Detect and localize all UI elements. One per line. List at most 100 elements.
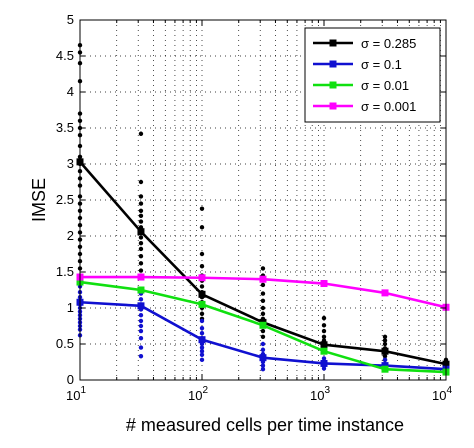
scatter-point [260,282,266,288]
x-axis-label: # measured cells per time instance [126,415,404,435]
scatter-point [199,284,205,289]
series-marker [320,280,328,288]
scatter-point [138,328,144,334]
legend-entry-label: σ = 0.01 [361,78,409,93]
scatter-point [321,334,327,339]
series-marker [137,286,145,294]
x-tick-labels: 101 102 103 104 [66,385,452,403]
series-marker [137,302,145,310]
y-tick-label: 0.5 [56,336,74,351]
series-marker [320,347,328,355]
y-tick-label: 1.5 [56,264,74,279]
y-tick-label: 3 [67,156,74,171]
scatter-point [138,194,144,199]
scatter-point [199,251,205,257]
scatter-point [199,318,205,324]
scatter-point [382,334,388,339]
series-lines [76,158,450,376]
legend-entry-label: σ = 0.1 [361,57,402,72]
y-tick-labels: 0 0.5 1 1.5 2 2.5 3 3.5 4 4.5 5 [56,12,74,387]
series-marker [381,365,389,373]
series-marker [137,273,145,281]
scatter-point [382,338,388,343]
series-marker [320,359,328,367]
series-marker [259,275,267,283]
scatter-point [260,305,266,311]
series-marker [198,274,206,282]
scatter-point [260,341,266,347]
legend-entry-label: σ = 0.285 [361,36,416,51]
scatter-point [260,328,266,334]
scatter-point [138,313,144,318]
scatter-point [138,179,144,185]
scatter-point [138,336,144,341]
y-tick-label: 3.5 [56,120,74,135]
scatter-point [382,341,388,347]
x-tick-label: 102 [188,385,208,403]
legend-swatch-marker [329,81,337,89]
series-marker [198,300,206,308]
y-tick-label: 2.5 [56,192,74,207]
scatter-point [138,253,144,259]
scatter-point [260,367,266,372]
scatter-point [260,311,266,316]
scatter-point [199,225,205,230]
scatter-point [321,328,327,334]
scatter-point [138,261,144,266]
scatter-point [138,131,144,136]
series-marker [259,354,267,362]
y-tick-label: 0 [67,372,74,387]
scatter-point [138,201,144,206]
scatter-point [199,331,205,336]
series-marker [198,290,206,298]
x-tick-label: 103 [310,385,330,403]
y-tick-label: 2 [67,228,74,243]
scatter-point [199,206,205,211]
scatter-point [138,246,144,252]
scatter-point [138,323,144,329]
y-tick-label: 5 [67,12,74,27]
axis-ticks [79,19,447,381]
scatter-point [199,311,205,316]
scatter-point [260,347,266,352]
scatter-point [260,334,266,339]
legend-swatch-marker [329,39,337,47]
scatter-point [321,356,327,361]
series-marker [137,228,145,236]
scatter-point [138,268,144,273]
legend-entry-label: σ = 0.001 [361,99,416,114]
scatter-point [321,366,327,371]
scatter-point [382,357,388,363]
scatter-point [138,318,144,324]
series-marker [381,362,389,370]
legend-swatch-marker [329,60,337,68]
scatter-point [382,354,388,359]
series-marker [198,336,206,344]
scatter-point [138,235,144,240]
y-tick-label: 1 [67,300,74,315]
series-marker [320,341,328,349]
y-axis-label: IMSE [29,178,49,222]
scatter-point [321,323,327,328]
scatter-point [260,298,266,303]
scatter-point [138,208,144,213]
y-tick-label: 4.5 [56,48,74,63]
scatter-point [260,363,266,368]
x-tick-label: 101 [66,385,86,403]
scatter-point [260,291,266,296]
scatter-point [199,352,205,357]
y-tick-label: 4 [67,84,74,99]
series-line [79,160,447,366]
scatter-point [138,297,144,302]
scatter-point [260,266,266,271]
scatter-point [199,325,205,331]
series-marker [259,321,267,329]
scatter-point [138,241,144,246]
scatter-point [199,357,205,363]
scatter-point [321,315,327,321]
scatter-point [199,349,205,354]
legend: σ = 0.285 σ = 0.1 σ = 0.01 σ = 0.001 [304,27,441,123]
series-marker [381,347,389,355]
scatter-point [138,219,144,224]
